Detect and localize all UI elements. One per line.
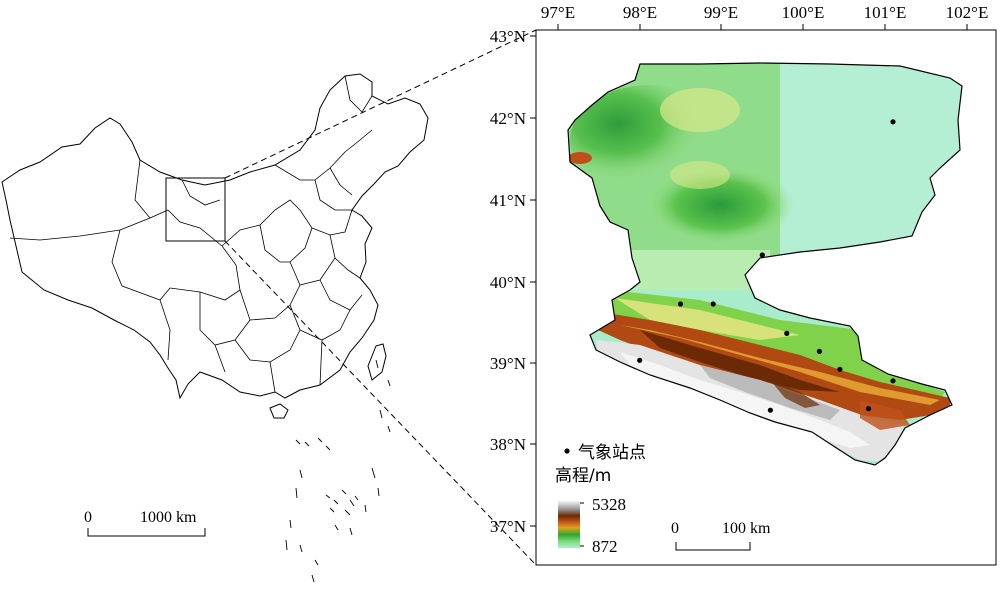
study-scalebar-start: 0 bbox=[671, 520, 679, 537]
overview-scalebar-start: 0 bbox=[84, 509, 92, 526]
lat-label-43: 43°N bbox=[490, 27, 526, 46]
lat-labels: 43°N 42°N 41°N 40°N 39°N 38°N 37°N bbox=[490, 27, 526, 536]
zoom-connector-lines bbox=[224, 29, 537, 566]
lat-ticks bbox=[530, 35, 536, 527]
legend-elevation-title: 高程/m bbox=[555, 466, 611, 486]
weather-stations bbox=[637, 119, 896, 413]
weather-station-2 bbox=[759, 252, 765, 258]
china-outline bbox=[1, 73, 429, 400]
lon-label-97: 97°E bbox=[541, 3, 575, 22]
study-area-outline bbox=[567, 62, 963, 466]
weather-station-10 bbox=[767, 407, 774, 413]
study-area-locator-box bbox=[165, 177, 226, 242]
overview-scalebar-end: 1000 km bbox=[140, 509, 197, 526]
study-area-map: 97°E 98°E 99°E 100°E 101°E 102°E 43°N 42… bbox=[490, 3, 997, 566]
weather-station-5 bbox=[784, 330, 790, 336]
lon-label-98: 98°E bbox=[623, 3, 657, 22]
lat-label-42: 42°N bbox=[490, 109, 526, 128]
lon-label-101: 101°E bbox=[864, 3, 907, 22]
weather-station-4 bbox=[710, 301, 716, 307]
lon-ticks bbox=[557, 24, 968, 30]
legend: 气象站点 高程/m 5328 872 bbox=[555, 443, 646, 556]
lat-label-41: 41°N bbox=[490, 191, 526, 210]
weather-station-3 bbox=[677, 301, 684, 307]
legend-elevation-ramp bbox=[558, 500, 580, 548]
weather-station-11 bbox=[865, 406, 872, 412]
overview-scalebar: 0 1000 km bbox=[84, 509, 206, 537]
study-scalebar-end: 100 km bbox=[722, 520, 771, 537]
legend-elevation-min: 872 bbox=[592, 537, 618, 556]
taiwan-island bbox=[367, 343, 387, 381]
lon-label-102: 102°E bbox=[946, 3, 989, 22]
lon-labels: 97°E 98°E 99°E 100°E 101°E 102°E bbox=[541, 3, 988, 22]
south-china-sea-islands bbox=[285, 359, 391, 583]
lon-label-99: 99°E bbox=[704, 3, 738, 22]
legend-station-symbol bbox=[564, 448, 570, 454]
study-scalebar: 0 100 km bbox=[671, 520, 771, 551]
lat-label-38: 38°N bbox=[490, 435, 526, 454]
lat-label-40: 40°N bbox=[490, 273, 526, 292]
overview-map bbox=[1, 73, 429, 583]
weather-station-8 bbox=[890, 378, 896, 384]
province-boundaries bbox=[9, 75, 373, 393]
weather-station-6 bbox=[816, 348, 823, 354]
weather-station-1 bbox=[890, 119, 896, 125]
lat-label-39: 39°N bbox=[490, 354, 526, 373]
legend-station-label: 气象站点 bbox=[578, 443, 646, 463]
lat-label-37: 37°N bbox=[490, 517, 526, 536]
weather-station-7 bbox=[837, 366, 843, 372]
legend-elevation-max: 5328 bbox=[592, 495, 626, 514]
weather-station-9 bbox=[637, 357, 643, 363]
lon-label-100: 100°E bbox=[782, 3, 825, 22]
hainan-island bbox=[269, 403, 289, 419]
